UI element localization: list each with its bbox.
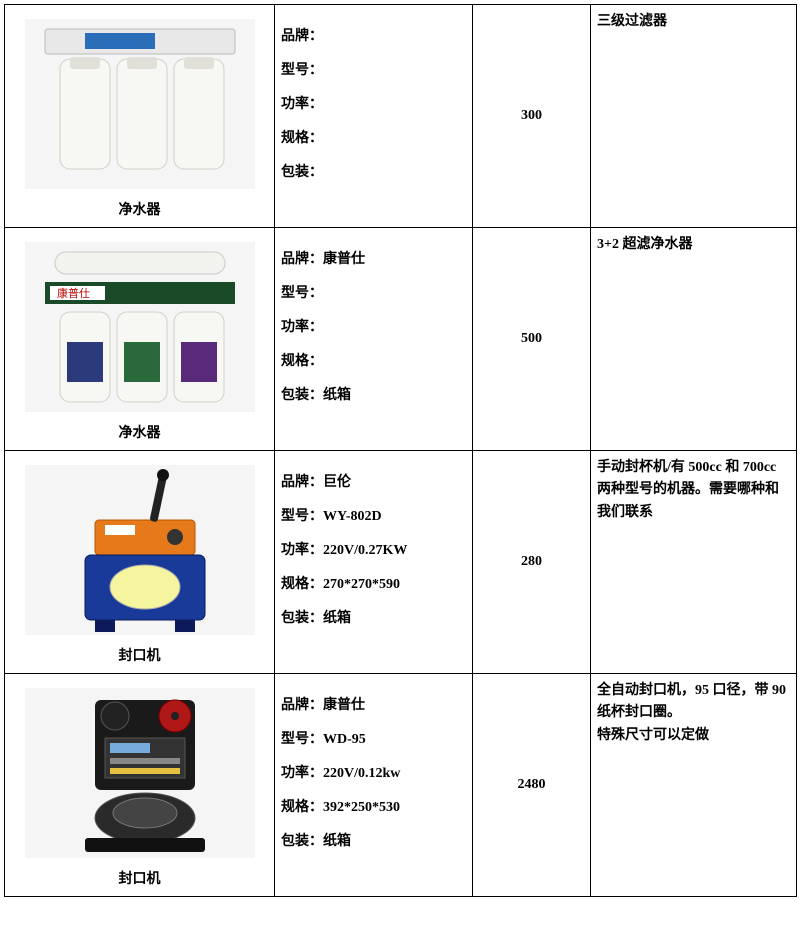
spec-power: 功率：: [281, 316, 466, 336]
table-row: 净水器 品牌： 型号： 功率： 规格： 包装： 300 三级过滤器: [5, 5, 797, 228]
product-price: 500: [521, 331, 542, 346]
spec-model: 型号：: [281, 282, 466, 302]
table-row: 封口机 品牌：巨伦 型号：WY-802D 功率：220V/0.27KW 规格：2…: [5, 451, 797, 674]
product-desc-cell: 3+2 超滤净水器: [591, 228, 797, 451]
spec-brand-label: 品牌：: [281, 29, 323, 44]
product-price-cell: 280: [473, 451, 591, 674]
product-image-cell: 净水器: [5, 5, 275, 228]
spec-brand-value: 巨伦: [323, 475, 351, 490]
product-image: [25, 688, 255, 858]
spec-power-label: 功率：: [281, 320, 323, 335]
product-image-cell: 封口机: [5, 674, 275, 897]
product-price-cell: 500: [473, 228, 591, 451]
manual-sealer-icon: [25, 465, 255, 635]
product-image-cell: 封口机: [5, 451, 275, 674]
product-table: 净水器 品牌： 型号： 功率： 规格： 包装： 300 三级过滤器 康普仕: [4, 4, 797, 897]
product-image: [25, 465, 255, 635]
spec-model: 型号：: [281, 59, 466, 79]
product-caption: 净水器: [11, 199, 268, 219]
spec-size: 规格：392*250*530: [281, 796, 466, 816]
spec-pack-value: 纸箱: [323, 388, 351, 403]
spec-size-label: 规格：: [281, 131, 323, 146]
spec-model-label: 型号：: [281, 509, 323, 524]
product-specs-cell: 品牌：康普仕 型号： 功率： 规格： 包装：纸箱: [275, 228, 473, 451]
spec-size: 规格：: [281, 350, 466, 370]
spec-brand: 品牌：康普仕: [281, 248, 466, 268]
product-image: [25, 19, 255, 189]
water-filter-3-icon: [25, 19, 255, 189]
spec-model-label: 型号：: [281, 63, 323, 78]
spec-size-value: 392*250*530: [323, 800, 400, 815]
spec-pack-label: 包装：: [281, 834, 323, 849]
spec-pack-label: 包装：: [281, 388, 323, 403]
spec-power: 功率：220V/0.27KW: [281, 539, 466, 559]
spec-power-value: 220V/0.27KW: [323, 543, 407, 558]
spec-brand: 品牌：巨伦: [281, 471, 466, 491]
product-image: 康普仕: [25, 242, 255, 412]
water-filter-32-icon: 康普仕: [25, 242, 255, 412]
spec-size-label: 规格：: [281, 800, 323, 815]
spec-model-value: WD-95: [323, 732, 366, 747]
product-caption: 封口机: [11, 868, 268, 888]
spec-pack: 包装：: [281, 161, 466, 181]
spec-brand-value: 康普仕: [323, 252, 365, 267]
product-price: 300: [521, 108, 542, 123]
product-price-cell: 2480: [473, 674, 591, 897]
svg-text:康普仕: 康普仕: [57, 286, 90, 300]
spec-pack: 包装：纸箱: [281, 607, 466, 627]
product-caption: 净水器: [11, 422, 268, 442]
spec-power-label: 功率：: [281, 97, 323, 112]
spec-model-label: 型号：: [281, 732, 323, 747]
product-desc: 手动封杯机/有 500cc 和 700cc 两种型号的机器。需要哪种和我们联系: [597, 457, 790, 524]
spec-brand-value: 康普仕: [323, 698, 365, 713]
product-desc-cell: 全自动封口机，95 口径，带 90 纸杯封口圈。特殊尺寸可以定做: [591, 674, 797, 897]
spec-brand-label: 品牌：: [281, 475, 323, 490]
spec-power: 功率：220V/0.12kw: [281, 762, 466, 782]
product-desc-cell: 三级过滤器: [591, 5, 797, 228]
spec-size-label: 规格：: [281, 354, 323, 369]
spec-brand: 品牌：康普仕: [281, 694, 466, 714]
spec-brand: 品牌：: [281, 25, 466, 45]
product-desc-cell: 手动封杯机/有 500cc 和 700cc 两种型号的机器。需要哪种和我们联系: [591, 451, 797, 674]
spec-pack: 包装：纸箱: [281, 830, 466, 850]
spec-size-label: 规格：: [281, 577, 323, 592]
auto-sealer-icon: [25, 688, 255, 858]
spec-pack-label: 包装：: [281, 165, 323, 180]
product-price-cell: 300: [473, 5, 591, 228]
spec-brand-label: 品牌：: [281, 252, 323, 267]
spec-power: 功率：: [281, 93, 466, 113]
spec-pack-value: 纸箱: [323, 611, 351, 626]
spec-power-label: 功率：: [281, 766, 323, 781]
product-price: 280: [521, 554, 542, 569]
spec-model-value: WY-802D: [323, 509, 382, 524]
spec-pack-value: 纸箱: [323, 834, 351, 849]
spec-model: 型号：WY-802D: [281, 505, 466, 525]
product-desc: 全自动封口机，95 口径，带 90 纸杯封口圈。特殊尺寸可以定做: [597, 680, 790, 747]
spec-pack-label: 包装：: [281, 611, 323, 626]
spec-size-value: 270*270*590: [323, 577, 400, 592]
product-image-cell: 康普仕 净水器: [5, 228, 275, 451]
table-row: 康普仕 净水器 品牌：康普仕 型号： 功率： 规格： 包装：纸箱 5003+: [5, 228, 797, 451]
spec-size: 规格：: [281, 127, 466, 147]
product-desc: 3+2 超滤净水器: [597, 234, 790, 256]
spec-power-value: 220V/0.12kw: [323, 766, 400, 781]
product-desc: 三级过滤器: [597, 11, 790, 33]
product-specs-cell: 品牌： 型号： 功率： 规格： 包装：: [275, 5, 473, 228]
product-caption: 封口机: [11, 645, 268, 665]
product-specs-cell: 品牌：康普仕 型号：WD-95 功率：220V/0.12kw 规格：392*25…: [275, 674, 473, 897]
spec-brand-label: 品牌：: [281, 698, 323, 713]
spec-power-label: 功率：: [281, 543, 323, 558]
product-specs-cell: 品牌：巨伦 型号：WY-802D 功率：220V/0.27KW 规格：270*2…: [275, 451, 473, 674]
table-row: 封口机 品牌：康普仕 型号：WD-95 功率：220V/0.12kw 规格：39…: [5, 674, 797, 897]
spec-pack: 包装：纸箱: [281, 384, 466, 404]
spec-model: 型号：WD-95: [281, 728, 466, 748]
spec-size: 规格：270*270*590: [281, 573, 466, 593]
product-price: 2480: [518, 777, 546, 792]
spec-model-label: 型号：: [281, 286, 323, 301]
